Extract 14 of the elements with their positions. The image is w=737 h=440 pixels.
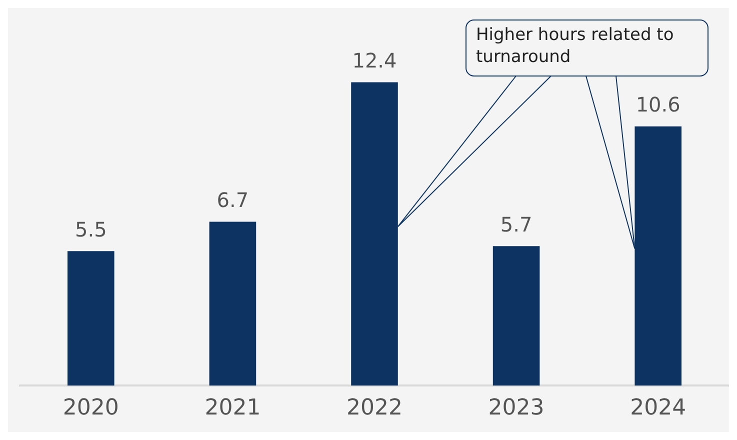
data-label: 6.7 [216,188,249,212]
data-label: 5.5 [74,217,107,242]
x-tick-label: 2021 [204,396,261,421]
x-tick-label: 2023 [488,396,544,421]
data-label: 12.4 [352,48,397,73]
x-tick-label: 2024 [630,396,686,421]
text: Higher hours related to turnaround [476,24,674,67]
bar [209,222,256,386]
x-tick-label: 2022 [346,396,402,421]
data-label: 10.6 [636,92,680,117]
x-tick-label: 2020 [62,396,119,421]
bar [492,246,540,386]
data-label: 5.7 [500,212,532,236]
bar [68,251,114,386]
